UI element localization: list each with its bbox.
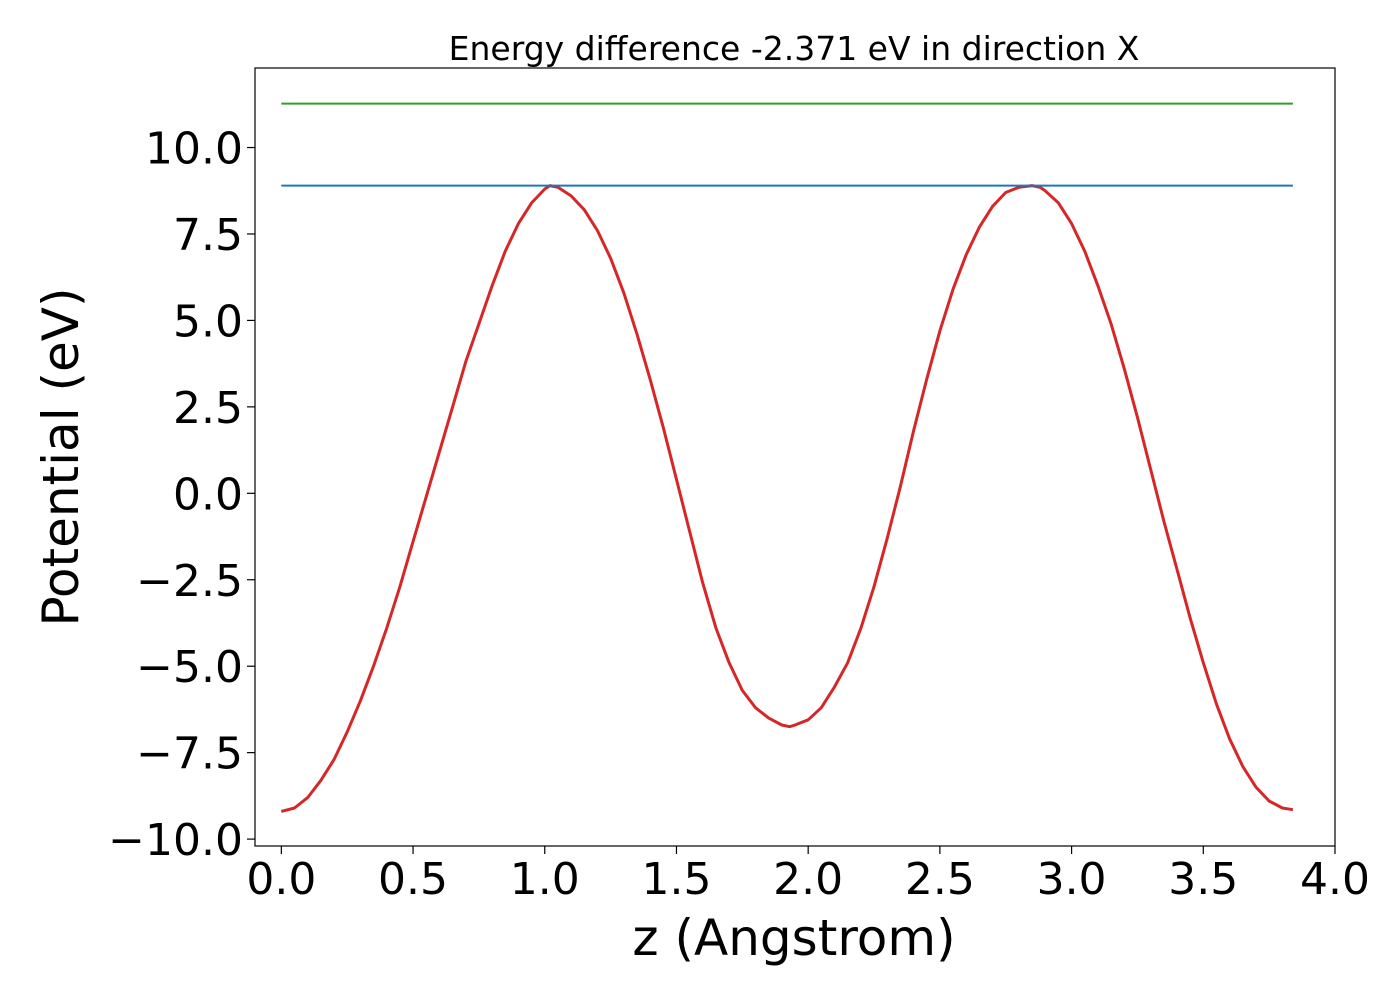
y-tick-label: 2.5 [173,383,243,434]
y-tick-label: 7.5 [173,210,243,261]
x-axis-label: z (Angstrom) [632,909,955,967]
x-tick-label: 1.0 [510,854,580,905]
x-tick-label: 3.5 [1168,854,1238,905]
x-tick-label: 1.5 [641,854,711,905]
x-axis: 0.0 0.5 1.0 1.5 2.0 2.5 3.0 3.5 4.0 [246,846,1370,905]
y-tick-label: 5.0 [173,296,243,347]
x-tick-label: 4.0 [1300,854,1370,905]
x-tick-label: 2.0 [773,854,843,905]
x-tick-label: 0.5 [378,854,448,905]
plot-area [280,102,1294,813]
y-tick-label: 10.0 [145,124,243,175]
y-tick-label: −2.5 [136,556,243,607]
x-tick-label: 3.0 [1037,854,1107,905]
y-tick-label: 0.0 [173,469,243,520]
x-tick-label: 0.0 [246,854,316,905]
x-tick-label: 2.5 [905,854,975,905]
y-tick-label: −7.5 [136,729,243,780]
plot-frame [254,67,1336,847]
y-axis: −10.0 −7.5 −5.0 −2.5 0.0 2.5 5.0 7.5 10.0 [108,124,255,866]
y-tick-label: −10.0 [108,815,243,866]
y-axis-label: Potential (eV) [32,288,90,627]
chart-title: Energy difference -2.371 eV in direction… [449,29,1140,68]
y-tick-label: −5.0 [136,642,243,693]
series-line-0 [280,184,1294,813]
